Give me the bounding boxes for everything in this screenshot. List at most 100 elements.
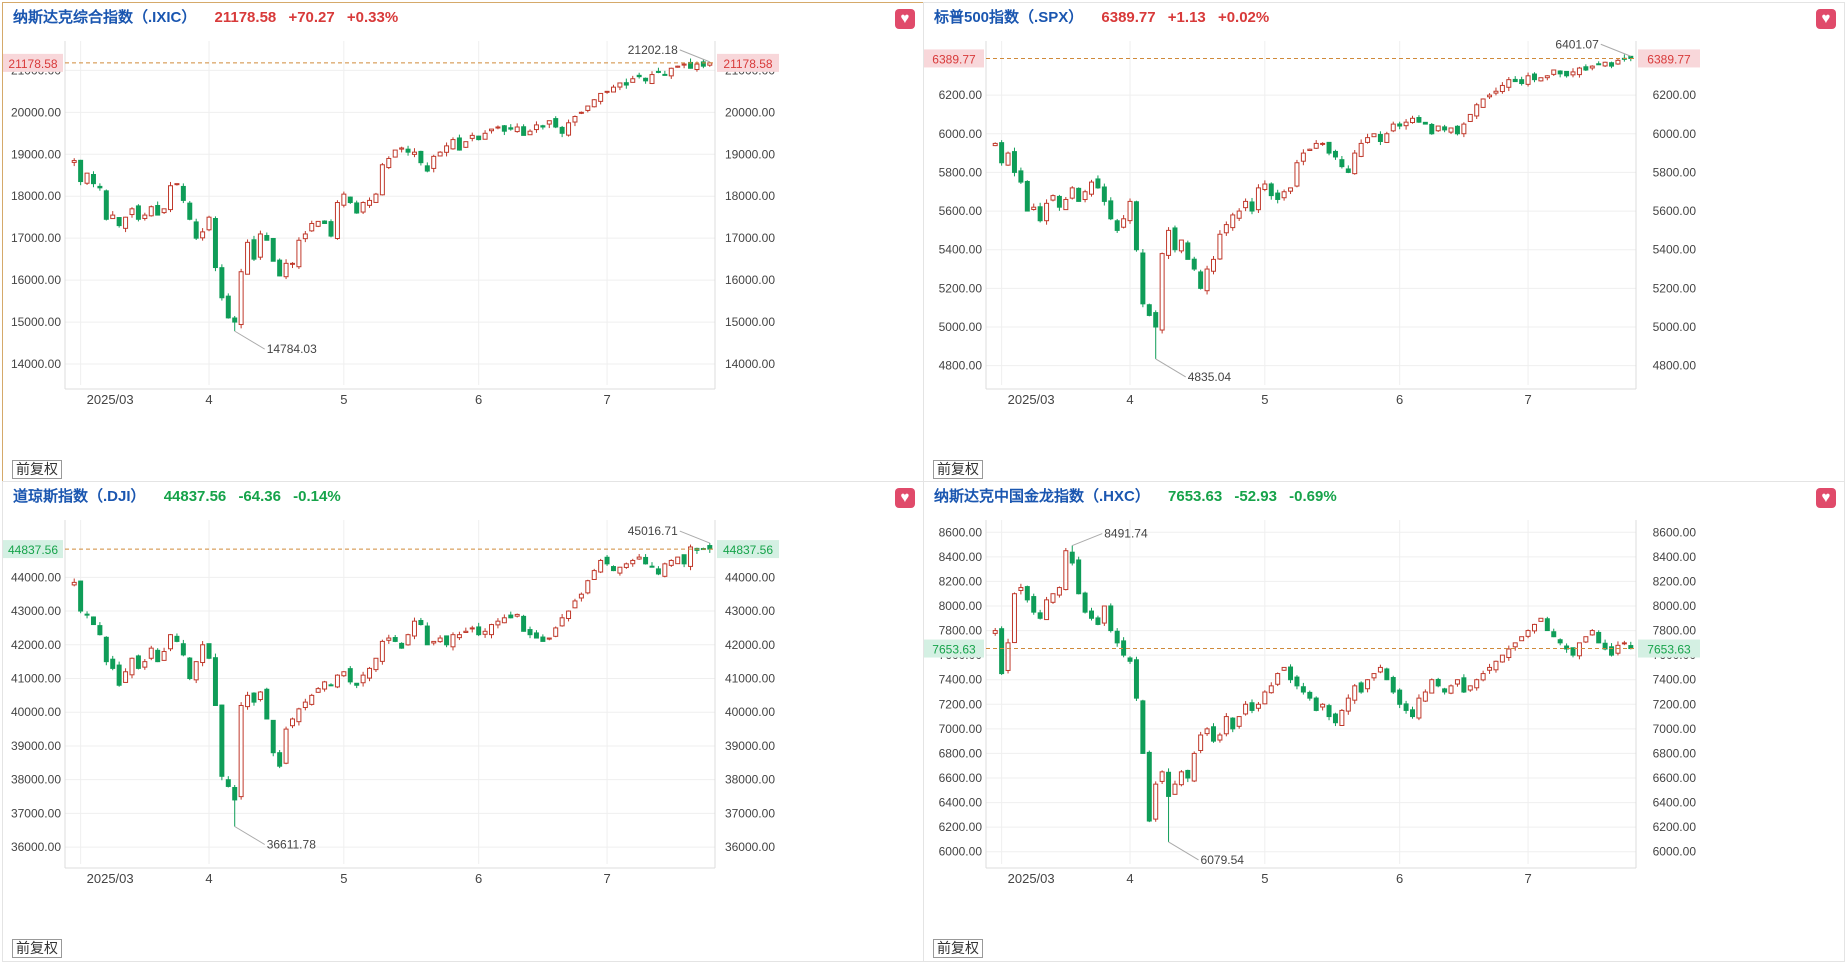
candle (1140, 699, 1146, 754)
candle (174, 183, 180, 186)
candle (598, 558, 604, 574)
x-tick-label: 2025/03 (87, 392, 134, 407)
x-tick-label: 5 (340, 392, 347, 407)
candle (1551, 69, 1557, 76)
candle (655, 566, 661, 576)
candle (1313, 696, 1319, 712)
chart-panel-hxc[interactable]: 纳斯达克中国金龙指数（.HXC） 7653.63 -52.93 -0.69% ♥… (923, 481, 1845, 962)
candle (1146, 750, 1152, 823)
candle (424, 622, 430, 646)
candle (1480, 98, 1486, 108)
adjust-mode-button[interactable]: 前复权 (933, 460, 983, 479)
candle (1390, 675, 1396, 695)
candle (1397, 688, 1403, 709)
candle (1210, 723, 1216, 743)
candle (142, 212, 148, 221)
candle (1153, 310, 1159, 359)
candle (1461, 122, 1467, 138)
candle (617, 82, 623, 91)
panel-header: 道琼斯指数（.DJI） 44837.56 -64.36 -0.14% (3, 482, 923, 512)
candlestick-chart[interactable]: 36000.00 36000.00 37000.00 37000.00 38000.00… (3, 512, 923, 961)
candle (283, 726, 289, 765)
chart-panel-dji[interactable]: 道琼斯指数（.DJI） 44837.56 -64.36 -0.14% ♥ 360… (2, 481, 924, 962)
candle (437, 635, 443, 643)
candle (700, 59, 706, 69)
y-tick-label-right: 37000.00 (725, 806, 775, 820)
candle (373, 192, 379, 203)
y-tick-label-right: 6200.00 (1653, 820, 1697, 834)
y-tick-label-left: 6600.00 (939, 771, 983, 785)
candle (643, 554, 649, 565)
index-change-pct: -0.69% (1289, 488, 1337, 505)
index-title[interactable]: 纳斯达克中国金龙指数（.HXC） (934, 488, 1150, 505)
candle (1159, 770, 1165, 785)
y-tick-label-right: 44000.00 (725, 570, 775, 584)
candle (1018, 583, 1024, 595)
y-tick-label-left: 18000.00 (11, 189, 61, 203)
candle (1422, 689, 1428, 702)
candle (302, 698, 308, 711)
y-tick-label-right: 4800.00 (1653, 359, 1697, 373)
candle (1403, 119, 1409, 130)
candle (78, 159, 84, 186)
candle (148, 645, 154, 661)
candle (1121, 215, 1127, 229)
candle (1448, 684, 1454, 695)
y-tick-label-left: 16000.00 (11, 273, 61, 287)
candle (1236, 716, 1242, 729)
candle (1307, 690, 1313, 701)
y-tick-label-right: 5800.00 (1653, 165, 1697, 179)
y-tick-label-left: 6800.00 (939, 746, 983, 760)
adjust-mode-button[interactable]: 前复权 (933, 939, 983, 958)
index-title[interactable]: 纳斯达克综合指数（.IXIC） (13, 9, 197, 26)
candle (1069, 186, 1075, 200)
candle (1185, 769, 1191, 783)
y-tick-label-left: 44000.00 (11, 570, 61, 584)
adjust-mode-button[interactable]: 前复权 (12, 939, 62, 958)
candle (116, 217, 122, 228)
x-tick-label: 6 (475, 871, 482, 886)
candle (1198, 269, 1204, 290)
candlestick-chart[interactable]: 6000.00 6000.00 6200.00 6200.00 6400.00 6400.… (924, 512, 1844, 961)
candle (1332, 712, 1338, 727)
candle (1519, 76, 1525, 86)
adjust-mode-button[interactable]: 前复权 (12, 460, 62, 479)
candle (1487, 93, 1493, 99)
candle (636, 72, 642, 79)
candle (1268, 682, 1274, 694)
favorite-heart-icon[interactable]: ♥ (895, 9, 915, 29)
favorite-heart-icon[interactable]: ♥ (1816, 9, 1836, 29)
x-tick-label: 5 (1261, 392, 1268, 407)
candle (322, 680, 328, 692)
index-title[interactable]: 道琼斯指数（.DJI） (13, 488, 146, 505)
candle (1236, 208, 1242, 221)
candle (232, 784, 238, 827)
y-tick-label-right: 8000.00 (1653, 599, 1697, 613)
x-tick-label: 7 (603, 871, 610, 886)
candle (668, 559, 674, 567)
candlestick-chart[interactable]: 14000.00 14000.00 15000.00 15000.00 16000.00… (3, 33, 923, 482)
x-tick-label: 2025/03 (1008, 392, 1055, 407)
candle (476, 622, 482, 637)
favorite-heart-icon[interactable]: ♥ (1816, 488, 1836, 508)
candle (585, 579, 591, 595)
panel-header: 标普500指数（.SPX） 6389.77 +1.13 +0.02% (924, 3, 1844, 33)
y-tick-label-right: 6800.00 (1653, 746, 1697, 760)
candle (1531, 623, 1537, 634)
favorite-heart-icon[interactable]: ♥ (895, 488, 915, 508)
candle (1114, 218, 1120, 233)
candle (1544, 75, 1550, 81)
chart-panel-ixic[interactable]: 纳斯达克综合指数（.IXIC） 21178.58 +70.27 +0.33% ♥… (2, 2, 924, 483)
candle (187, 657, 193, 681)
candle (1050, 194, 1056, 202)
index-title[interactable]: 标普500指数（.SPX） (934, 9, 1084, 26)
candle (1204, 727, 1210, 736)
candle (598, 92, 604, 105)
candlestick-chart[interactable]: 4800.00 4800.00 5000.00 5000.00 5200.00 5200.… (924, 33, 1844, 482)
candle (238, 702, 244, 800)
candle (482, 628, 488, 638)
candle (168, 633, 174, 652)
chart-panel-spx[interactable]: 标普500指数（.SPX） 6389.77 +1.13 +0.02% ♥ 480… (923, 2, 1845, 483)
candle (283, 259, 289, 280)
candle (90, 616, 96, 626)
